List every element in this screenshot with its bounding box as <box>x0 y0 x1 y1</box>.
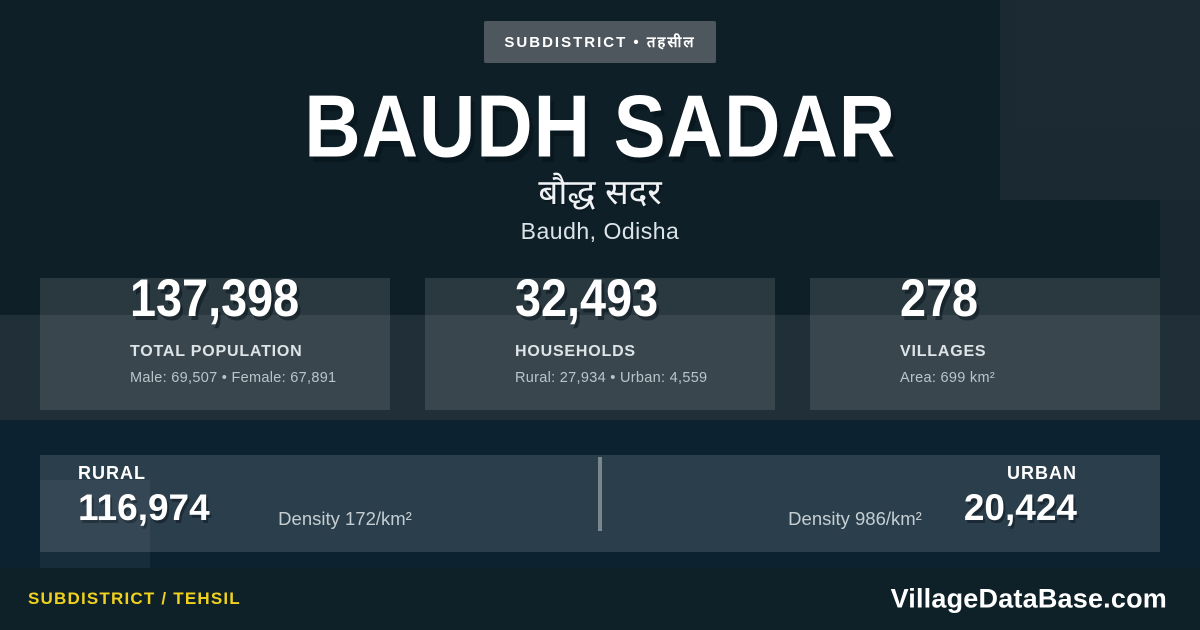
footer: SUBDISTRICT / TEHSIL VillageDataBase.com <box>0 568 1200 630</box>
stat-card-villages: 278 VILLAGES Area: 699 km² <box>810 272 1160 410</box>
rural-stat: RURAL 116,974 <box>78 464 210 526</box>
stats-row: 137,398 TOTAL POPULATION Male: 69,507 • … <box>0 272 1200 410</box>
type-badge: SUBDISTRICT • तहसील <box>484 21 716 63</box>
rural-urban-card: RURAL 116,974 Density 172/km² Density 98… <box>40 455 1160 552</box>
villages-value: 278 <box>900 268 979 329</box>
page-title: BAUDH SADAR <box>0 82 1200 170</box>
urban-value: 20,424 <box>963 487 1077 528</box>
badge-row: SUBDISTRICT • तहसील <box>0 21 1200 63</box>
location-subtitle: Baudh, Odisha <box>520 218 680 244</box>
urban-density: Density 986/km² <box>788 508 922 529</box>
total-population-detail: Male: 69,507 • Female: 67,891 <box>130 370 337 386</box>
villages-label: VILLAGES <box>900 343 987 360</box>
households-value: 32,493 <box>515 268 659 329</box>
vertical-divider <box>598 457 602 531</box>
households-label: HOUSEHOLDS <box>515 343 636 360</box>
rural-value: 116,974 <box>78 487 210 528</box>
site-name: VillageDataBase.com <box>890 583 1167 614</box>
villages-detail: Area: 699 km² <box>900 370 995 386</box>
page-title-native: बौद्ध सदर <box>538 173 662 212</box>
total-population-value: 137,398 <box>130 268 300 329</box>
footer-type-label: SUBDISTRICT / TEHSIL <box>28 589 241 608</box>
urban-stat: URBAN 20,424 <box>964 464 1077 526</box>
page-title-text: BAUDH SADAR <box>304 76 896 176</box>
rural-label: RURAL <box>78 463 146 483</box>
urban-label: URBAN <box>1007 463 1077 483</box>
households-detail: Rural: 27,934 • Urban: 4,559 <box>515 370 708 386</box>
stat-card-total-population: 137,398 TOTAL POPULATION Male: 69,507 • … <box>40 272 390 410</box>
rural-urban-section: RURAL 116,974 Density 172/km² Density 98… <box>0 420 1200 568</box>
rural-density: Density 172/km² <box>278 508 412 529</box>
total-population-label: TOTAL POPULATION <box>130 343 303 360</box>
stats-background-band <box>0 315 1200 420</box>
stat-card-households: 32,493 HOUSEHOLDS Rural: 27,934 • Urban:… <box>425 272 775 410</box>
